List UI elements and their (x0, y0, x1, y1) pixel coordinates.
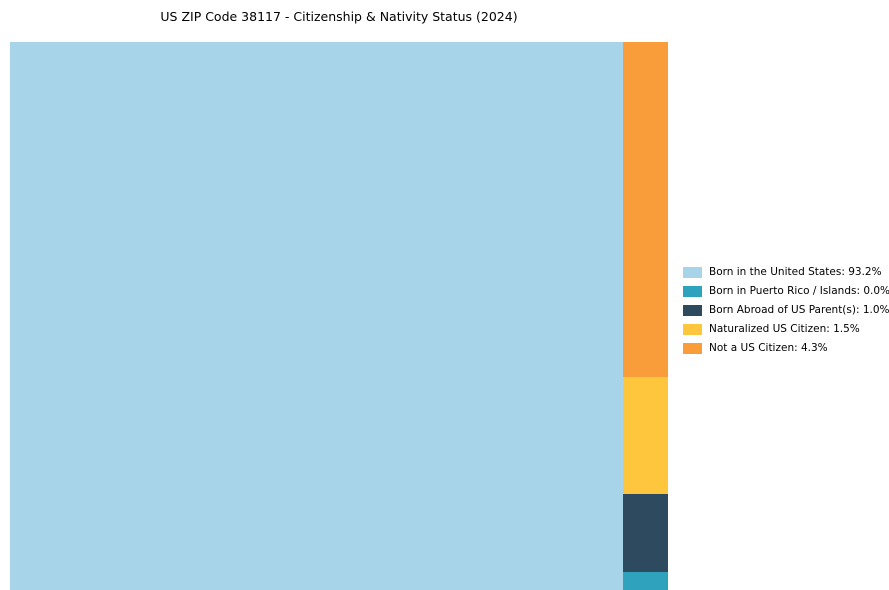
treemap-segment (623, 494, 668, 573)
treemap-segment (623, 42, 668, 378)
legend-swatch (683, 323, 702, 335)
treemap-segment (623, 377, 668, 495)
legend-label: Not a US Citizen: 4.3% (709, 342, 828, 354)
legend-item: Born in Puerto Rico / Islands: 0.0% (683, 285, 889, 297)
legend-label: Naturalized US Citizen: 1.5% (709, 323, 860, 335)
legend-swatch (683, 342, 702, 354)
legend-item: Naturalized US Citizen: 1.5% (683, 323, 889, 335)
chart-title: US ZIP Code 38117 - Citizenship & Nativi… (160, 9, 518, 24)
treemap-main-block (10, 42, 624, 590)
legend-label: Born in Puerto Rico / Islands: 0.0% (709, 285, 889, 297)
legend-swatch (683, 304, 702, 316)
legend-item: Born in the United States: 93.2% (683, 266, 889, 278)
legend-label: Born in the United States: 93.2% (709, 266, 882, 278)
legend-item: Born Abroad of US Parent(s): 1.0% (683, 304, 889, 316)
legend-item: Not a US Citizen: 4.3% (683, 342, 889, 354)
legend-swatch (683, 285, 702, 297)
legend-swatch (683, 266, 702, 278)
treemap-side-column (623, 42, 668, 590)
legend-label: Born Abroad of US Parent(s): 1.0% (709, 304, 889, 316)
treemap-plot-area (10, 42, 668, 590)
legend: Born in the United States: 93.2% Born in … (683, 266, 889, 354)
treemap-segment (623, 572, 668, 590)
